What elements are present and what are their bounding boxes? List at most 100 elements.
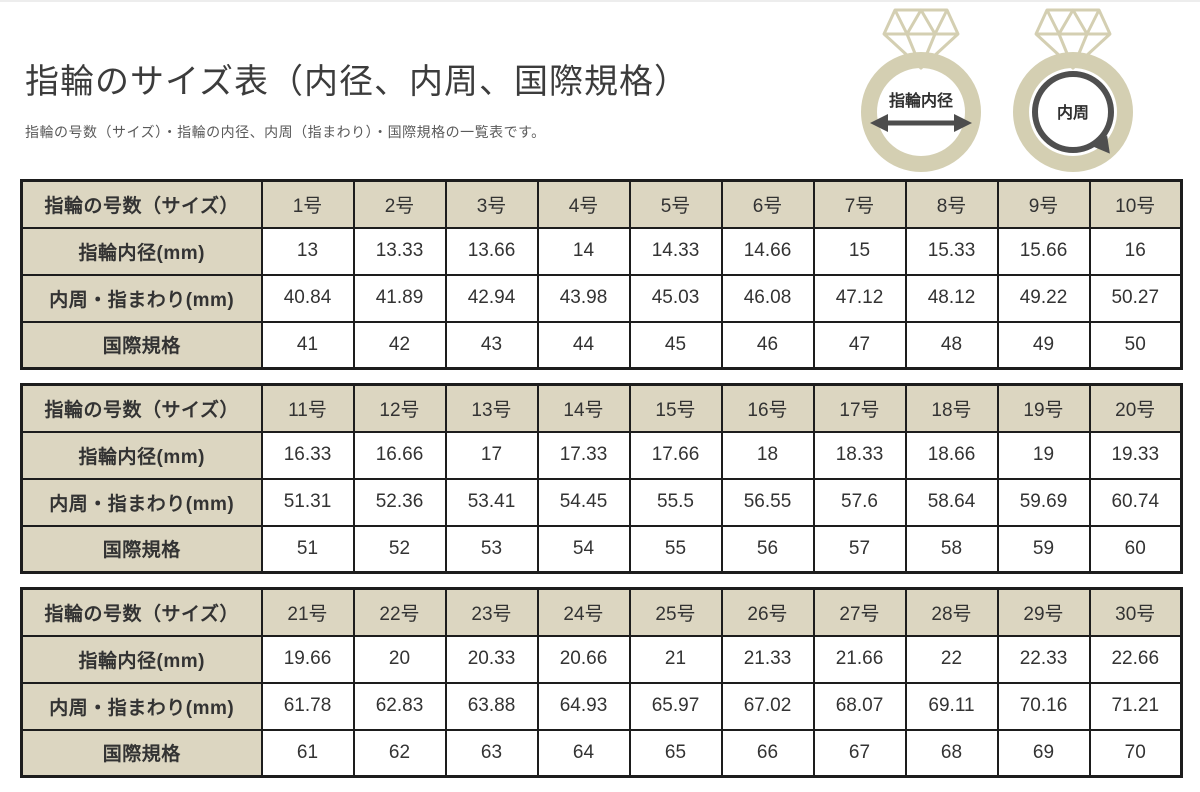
size-cell: 20号	[1088, 383, 1183, 433]
circumference-cell: 43.98	[536, 273, 631, 323]
row-label-circumference: 内周・指まわり(mm)	[20, 273, 263, 323]
circumference-cell: 48.12	[904, 273, 999, 323]
circumference-cell: 47.12	[812, 273, 907, 323]
size-cell: 4号	[536, 179, 631, 229]
inner-diameter-cell: 18.33	[812, 430, 907, 480]
international-cell: 64	[536, 728, 631, 778]
inner-diameter-cell: 20.66	[536, 634, 631, 684]
ring-illustrations: 指輪内径 内周	[848, 4, 1146, 176]
inner-diameter-cell: 22.33	[996, 634, 1091, 684]
international-row: 国際規格 51 52 53 54 55 56 57 58 59 60	[20, 524, 1183, 574]
international-cell: 70	[1088, 728, 1183, 778]
size-cell: 7号	[812, 179, 907, 229]
international-cell: 65	[628, 728, 723, 778]
size-cell: 11号	[260, 383, 355, 433]
size-cell: 6号	[720, 179, 815, 229]
international-cell: 63	[444, 728, 539, 778]
inner-diameter-cell: 21.66	[812, 634, 907, 684]
size-cell: 21号	[260, 587, 355, 637]
circumference-cell: 50.27	[1088, 273, 1183, 323]
size-cell: 5号	[628, 179, 723, 229]
ring-circumference-illustration: 内周	[1013, 8, 1133, 172]
international-cell: 49	[996, 320, 1091, 370]
international-cell: 57	[812, 524, 907, 574]
size-cell: 14号	[536, 383, 631, 433]
row-label-international: 国際規格	[20, 320, 263, 370]
row-label-international: 国際規格	[20, 728, 263, 778]
circumference-cell: 60.74	[1088, 477, 1183, 527]
inner-diameter-cell: 16.33	[260, 430, 355, 480]
diameter-arrow-icon	[870, 114, 972, 132]
inner-diameter-row: 指輪内径(mm) 19.66 20 20.33 20.66 21 21.33 21.66 22 2…	[20, 634, 1183, 684]
circumference-cell: 68.07	[812, 681, 907, 731]
circumference-cell: 62.83	[352, 681, 447, 731]
international-cell: 69	[996, 728, 1091, 778]
inner-diameter-cell: 19.66	[260, 634, 355, 684]
size-table-21-30: 指輪の号数（サイズ） 21号 22号 23号 24号 25号 26号 27号 28号 29号 30号…	[20, 587, 1183, 778]
circumference-cell: 57.6	[812, 477, 907, 527]
circumference-cell: 45.03	[628, 273, 723, 323]
inner-diameter-cell: 18	[720, 430, 815, 480]
circumference-cell: 69.11	[904, 681, 999, 731]
size-cell: 18号	[904, 383, 999, 433]
size-cell: 3号	[444, 179, 539, 229]
inner-diameter-cell: 21.33	[720, 634, 815, 684]
size-cell: 27号	[812, 587, 907, 637]
size-row: 指輪の号数（サイズ） 1号 2号 3号 4号 5号 6号 7号 8号 9号 10号	[20, 179, 1183, 229]
international-row: 国際規格 41 42 43 44 45 46 47 48 49 50	[20, 320, 1183, 370]
inner-diameter-cell: 14	[536, 226, 631, 276]
size-cell: 28号	[904, 587, 999, 637]
inner-diameter-row: 指輪内径(mm) 13 13.33 13.66 14 14.33 14.66 15 15.33 1…	[20, 226, 1183, 276]
inner-diameter-cell: 14.66	[720, 226, 815, 276]
row-label-size: 指輪の号数（サイズ）	[20, 587, 263, 637]
international-cell: 47	[812, 320, 907, 370]
circumference-row: 内周・指まわり(mm) 61.78 62.83 63.88 64.93 65.97 67.0…	[20, 681, 1183, 731]
row-label-size: 指輪の号数（サイズ）	[20, 179, 263, 229]
circumference-cell: 42.94	[444, 273, 539, 323]
inner-diameter-cell: 17	[444, 430, 539, 480]
international-cell: 61	[260, 728, 355, 778]
circumference-cell: 46.08	[720, 273, 815, 323]
international-cell: 44	[536, 320, 631, 370]
inner-diameter-cell: 17.33	[536, 430, 631, 480]
size-cell: 26号	[720, 587, 815, 637]
size-cell: 8号	[904, 179, 999, 229]
circumference-cell: 56.55	[720, 477, 815, 527]
inner-diameter-cell: 17.66	[628, 430, 723, 480]
international-cell: 43	[444, 320, 539, 370]
international-cell: 55	[628, 524, 723, 574]
international-cell: 53	[444, 524, 539, 574]
inner-diameter-cell: 16	[1088, 226, 1183, 276]
circumference-cell: 41.89	[352, 273, 447, 323]
row-label-international: 国際規格	[20, 524, 263, 574]
circumference-cell: 61.78	[260, 681, 355, 731]
international-cell: 50	[1088, 320, 1183, 370]
size-cell: 9号	[996, 179, 1091, 229]
circumference-cell: 70.16	[996, 681, 1091, 731]
size-cell: 15号	[628, 383, 723, 433]
international-cell: 56	[720, 524, 815, 574]
international-cell: 68	[904, 728, 999, 778]
inner-diameter-cell: 20.33	[444, 634, 539, 684]
circumference-cell: 67.02	[720, 681, 815, 731]
row-label-size: 指輪の号数（サイズ）	[20, 383, 263, 433]
circumference-arrow-icon	[1032, 71, 1114, 154]
size-cell: 10号	[1088, 179, 1183, 229]
circumference-cell: 40.84	[260, 273, 355, 323]
size-table-11-20: 指輪の号数（サイズ） 11号 12号 13号 14号 15号 16号 17号 18号 19号 20号…	[20, 383, 1183, 574]
inner-diameter-cell: 20	[352, 634, 447, 684]
size-cell: 1号	[260, 179, 355, 229]
circumference-cell: 64.93	[536, 681, 631, 731]
inner-diameter-cell: 15	[812, 226, 907, 276]
inner-diameter-cell: 14.33	[628, 226, 723, 276]
circumference-cell: 63.88	[444, 681, 539, 731]
international-cell: 42	[352, 320, 447, 370]
size-cell: 24号	[536, 587, 631, 637]
circumference-cell: 54.45	[536, 477, 631, 527]
row-label-inner-diameter: 指輪内径(mm)	[20, 226, 263, 276]
ring-band	[861, 52, 981, 172]
ring-inner-diameter-illustration: 指輪内径	[861, 8, 981, 172]
inner-diameter-cell: 15.66	[996, 226, 1091, 276]
inner-diameter-cell: 18.66	[904, 430, 999, 480]
size-row: 指輪の号数（サイズ） 11号 12号 13号 14号 15号 16号 17号 18号 19号 20号	[20, 383, 1183, 433]
